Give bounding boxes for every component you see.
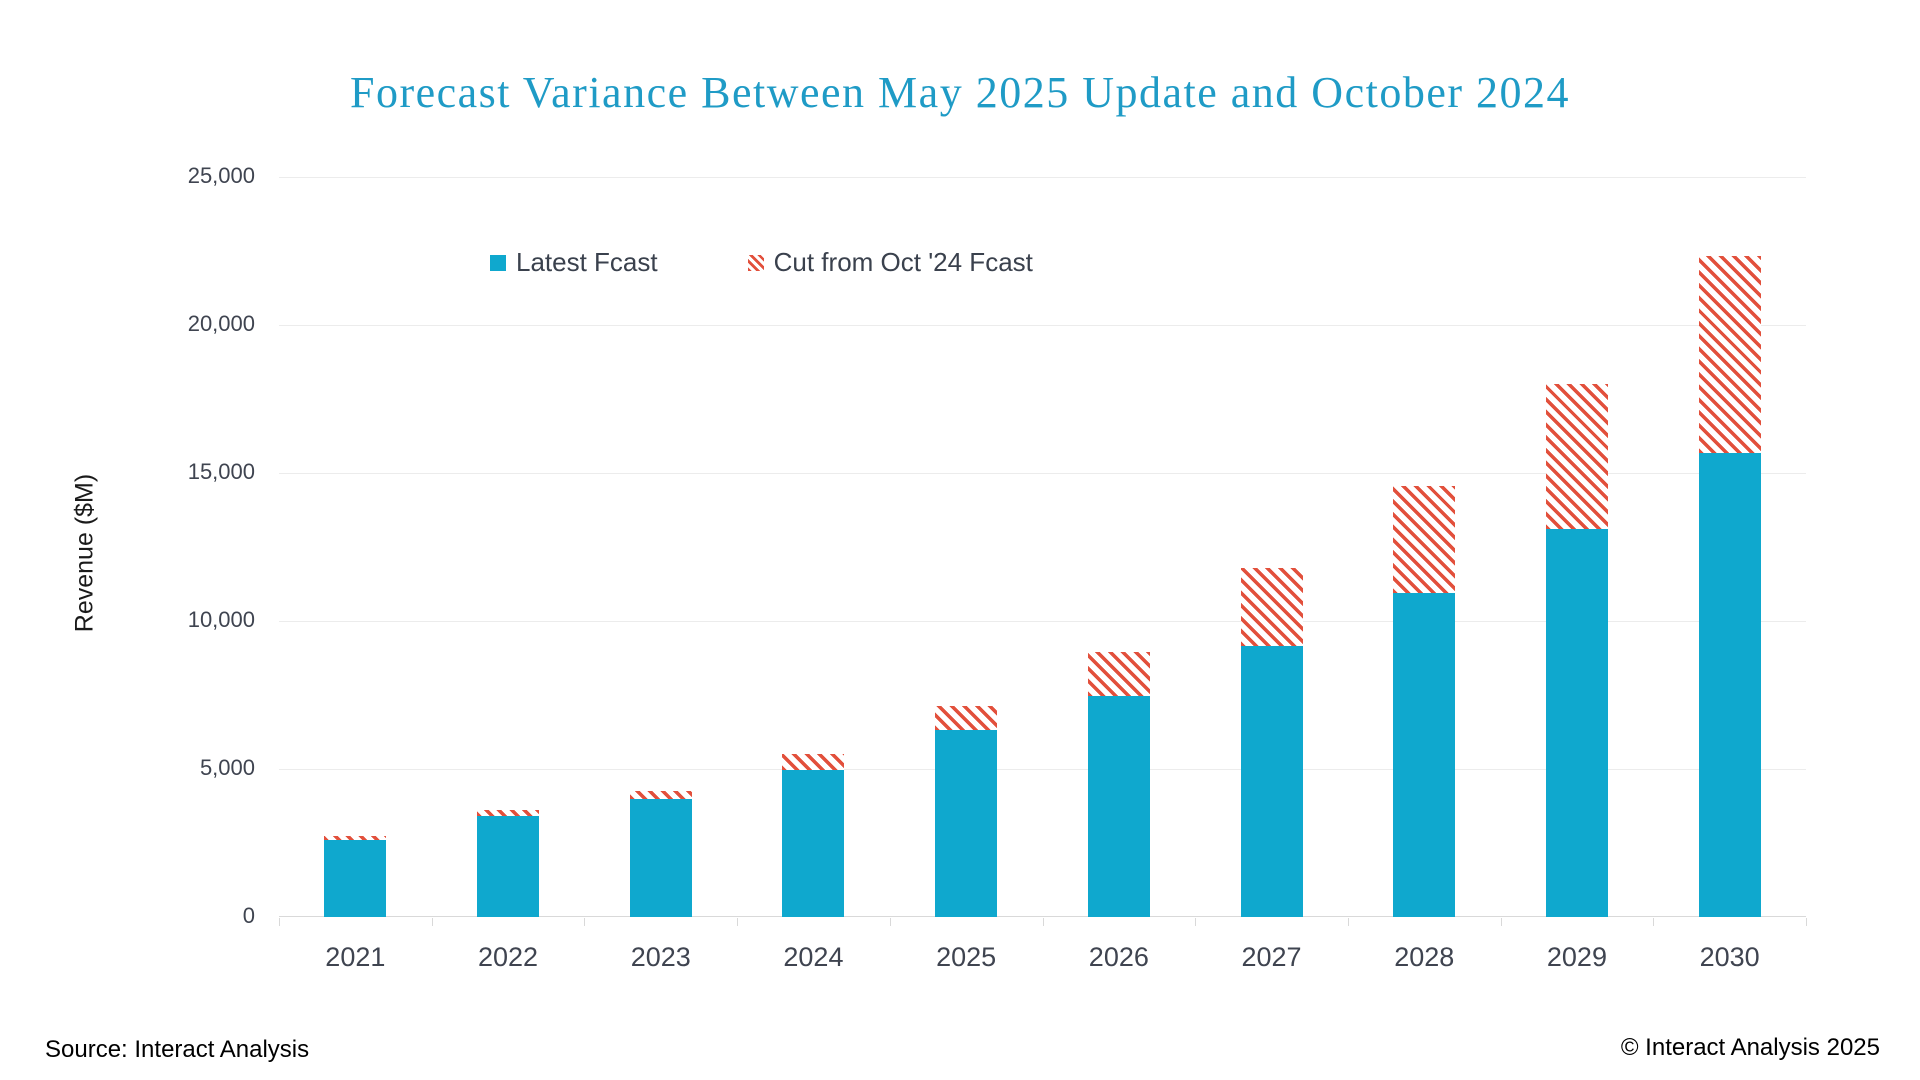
y-tick-label: 10,000 bbox=[187, 607, 255, 632]
x-tick-label-2026: 2026 bbox=[1088, 942, 1149, 972]
bar-group-2027 bbox=[1240, 567, 1303, 917]
bar-segment-cut-from-oct24-2028 bbox=[1393, 486, 1456, 593]
bar-segment-latest-fcast-2030 bbox=[1698, 452, 1761, 917]
legend-swatch-solid-icon bbox=[490, 254, 506, 271]
legend-label: Cut from Oct '24 Fcast bbox=[773, 247, 1033, 277]
x-tick-label-2030: 2030 bbox=[1699, 942, 1760, 972]
bar-segment-latest-fcast-2021 bbox=[324, 840, 387, 917]
bar-segment-cut-from-oct24-2027 bbox=[1240, 567, 1303, 646]
chart-title: Forecast Variance Between May 2025 Updat… bbox=[349, 68, 1571, 118]
x-tick-label-2029: 2029 bbox=[1546, 942, 1607, 972]
bar-group-2026 bbox=[1087, 651, 1150, 917]
bar-segment-latest-fcast-2026 bbox=[1087, 695, 1150, 917]
bar-group-2029 bbox=[1545, 383, 1608, 917]
gridline-10000 bbox=[279, 621, 1806, 622]
x-tick-label-2021: 2021 bbox=[325, 942, 386, 972]
y-tick-label: 0 bbox=[242, 903, 255, 928]
bar-group-2030 bbox=[1698, 255, 1761, 917]
legend-swatch-hatched-icon bbox=[747, 254, 764, 271]
bar-group-2025 bbox=[935, 705, 998, 917]
x-axis-tick bbox=[1042, 918, 1044, 926]
bar-segment-latest-fcast-2027 bbox=[1240, 645, 1303, 917]
bar-segment-latest-fcast-2024 bbox=[782, 769, 845, 917]
bar-group-2028 bbox=[1393, 486, 1456, 917]
bar-segment-cut-from-oct24-2022 bbox=[477, 810, 540, 817]
bar-segment-cut-from-oct24-2024 bbox=[782, 753, 845, 770]
x-axis-tick bbox=[279, 918, 280, 926]
bar-group-2022 bbox=[477, 810, 540, 917]
x-tick-label-2028: 2028 bbox=[1394, 942, 1455, 972]
bar-segment-cut-from-oct24-2023 bbox=[629, 790, 692, 799]
x-tick-label-2023: 2023 bbox=[630, 942, 691, 972]
gridline-20000 bbox=[279, 325, 1806, 326]
bar-segment-cut-from-oct24-2026 bbox=[1087, 651, 1150, 696]
y-tick-label: 5,000 bbox=[199, 755, 255, 780]
x-axis-line bbox=[279, 916, 1806, 917]
x-axis-tick bbox=[1347, 918, 1349, 926]
y-tick-label: 15,000 bbox=[187, 459, 255, 484]
x-tick-label-2027: 2027 bbox=[1241, 942, 1302, 972]
x-tick-label-2022: 2022 bbox=[477, 942, 539, 972]
x-axis-tick bbox=[1806, 918, 1807, 926]
x-axis-tick bbox=[889, 918, 891, 926]
bar-group-2021 bbox=[324, 835, 387, 917]
bar-segment-cut-from-oct24-2029 bbox=[1545, 383, 1608, 529]
bar-segment-latest-fcast-2022 bbox=[477, 816, 540, 917]
x-axis-tick bbox=[1500, 918, 1502, 926]
legend-item-latest-fcast: Latest Fcast bbox=[490, 247, 658, 278]
x-tick-label-2024: 2024 bbox=[783, 942, 844, 972]
x-axis-tick bbox=[1653, 918, 1655, 926]
y-axis-title: Revenue ($M) bbox=[70, 473, 99, 633]
x-tick-label-2025: 2025 bbox=[936, 942, 997, 972]
bar-segment-cut-from-oct24-2025 bbox=[935, 705, 998, 730]
legend-item-cut-from-oct24-fcast: Cut from Oct '24 Fcast bbox=[747, 247, 1033, 278]
legend-label: Latest Fcast bbox=[516, 247, 658, 277]
copyright-note: © Interact Analysis 2025 bbox=[1620, 1034, 1880, 1061]
y-tick-label: 20,000 bbox=[187, 311, 255, 336]
bar-segment-cut-from-oct24-2030 bbox=[1698, 255, 1761, 453]
x-axis-tick bbox=[737, 918, 739, 926]
source-note: Source: Interact Analysis bbox=[45, 1036, 310, 1063]
bar-segment-latest-fcast-2028 bbox=[1393, 592, 1456, 917]
x-axis-tick bbox=[1195, 918, 1197, 926]
gridline-15000 bbox=[279, 473, 1806, 474]
bar-segment-latest-fcast-2029 bbox=[1545, 528, 1608, 917]
bar-group-2024 bbox=[782, 753, 845, 917]
bar-segment-latest-fcast-2025 bbox=[935, 729, 998, 917]
x-axis-tick bbox=[584, 918, 586, 926]
bar-segment-latest-fcast-2023 bbox=[629, 798, 692, 917]
gridline-5000 bbox=[279, 769, 1806, 770]
x-axis-tick bbox=[431, 918, 433, 926]
gridline-25000 bbox=[279, 177, 1806, 178]
bar-group-2023 bbox=[629, 790, 692, 917]
plot-area: 2021 2022 2023 2024 2025 2026 2027 2028 2029 2030 bbox=[279, 177, 1807, 972]
bar-segment-cut-from-oct24-2021 bbox=[324, 835, 387, 841]
y-tick-label: 25,000 bbox=[187, 163, 255, 188]
legend: Latest Fcast Cut from Oct '24 Fcast bbox=[490, 247, 1033, 278]
